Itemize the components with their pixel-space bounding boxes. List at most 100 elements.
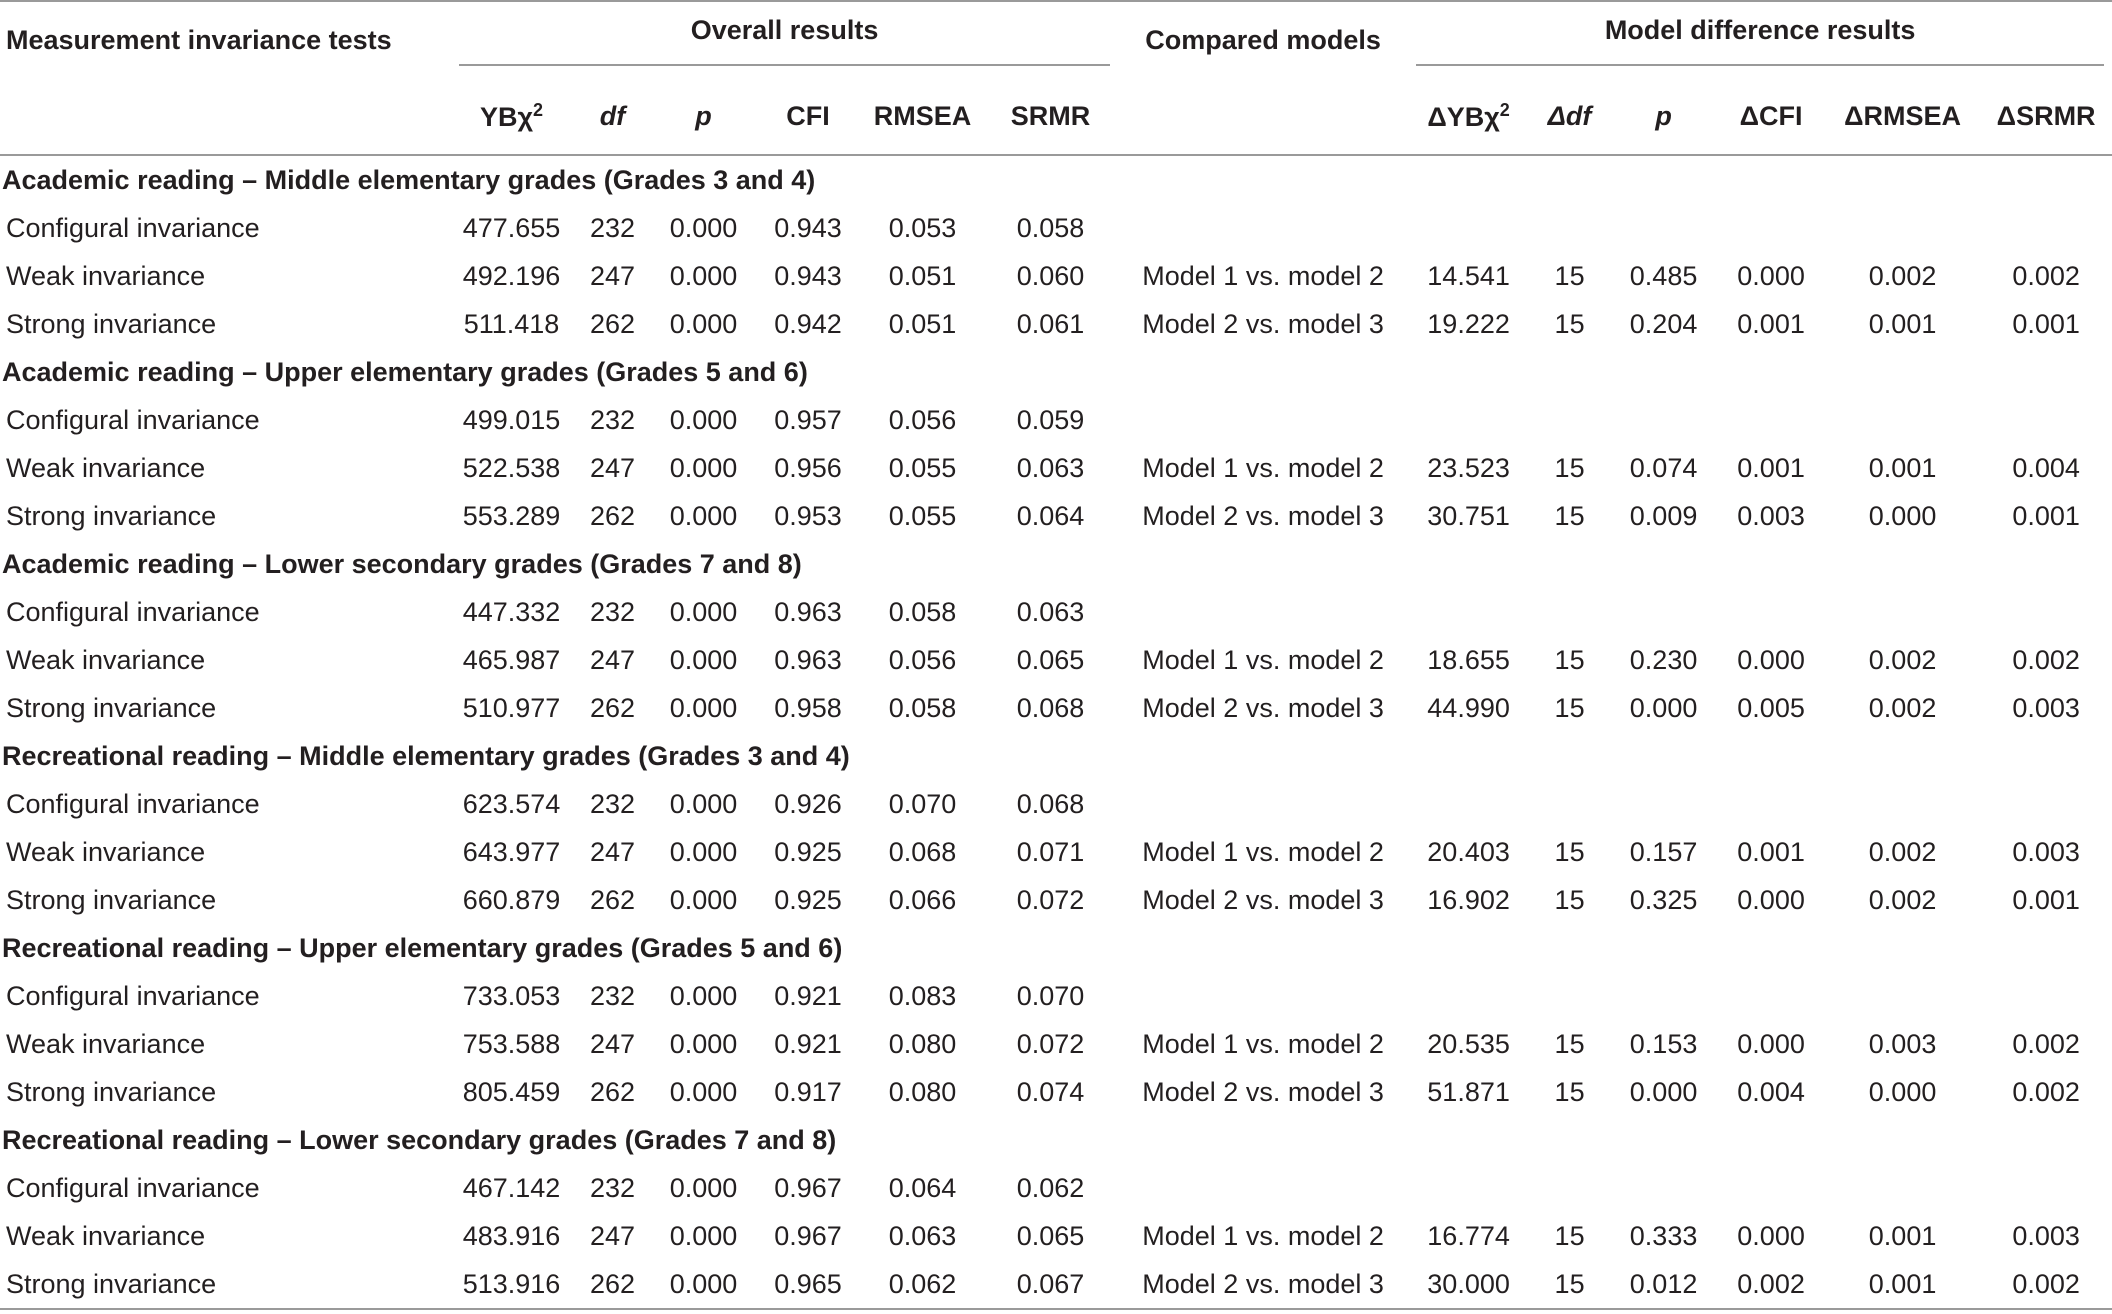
section-title: Recreational reading – Lower secondary g… <box>2 1124 837 1155</box>
cell: 0.001 <box>1868 1220 1937 1251</box>
column-header-text: ΔCFI <box>1739 100 1803 131</box>
cell: 262 <box>589 692 636 723</box>
cell: 20.535 <box>1427 1028 1510 1059</box>
group-header: Overall results <box>451 0 1119 78</box>
cell: 15 <box>1554 1028 1585 1059</box>
compared-models: Model 1 vs. model 2 <box>1142 1028 1384 1059</box>
row-label: Strong invariance <box>0 1260 451 1310</box>
row-label: Strong invariance <box>6 500 217 531</box>
column-header: RMSEA <box>862 78 983 156</box>
data-row: Configural invariance 499.015 232 0.000 0.95… <box>0 396 2112 444</box>
cell: 0.003 <box>2012 1220 2080 1251</box>
cell: 0.157 <box>1629 836 1698 867</box>
cell <box>1529 780 1610 828</box>
column-header-text: CFI <box>786 100 830 131</box>
cell: 0.064 <box>1016 500 1085 531</box>
cell: 44.990 <box>1427 692 1510 723</box>
cell: 483.916 <box>462 1220 561 1251</box>
cell: 0.005 <box>1737 692 1805 723</box>
cell: 0.071 <box>1016 836 1085 867</box>
row-label: Configural invariance <box>6 212 260 243</box>
cell: 0.065 <box>1016 644 1085 675</box>
cell: 0.925 <box>774 884 842 915</box>
data-row: Strong invariance 513.916 262 0.000 0.965 0.0… <box>0 1260 2112 1310</box>
cell <box>1980 396 2112 444</box>
cell: 19.222 <box>1427 308 1510 339</box>
data-row: Configural invariance 623.574 232 0.000 0.92… <box>0 780 2112 828</box>
section-row: Recreational reading – Upper elementary … <box>0 924 2112 972</box>
cell: 0.055 <box>888 452 957 483</box>
column-header: ΔCFI <box>1717 78 1826 156</box>
cell: 0.000 <box>669 212 738 243</box>
column-header-text: p <box>695 100 712 131</box>
cell: 0.956 <box>774 452 842 483</box>
cell: 262 <box>589 884 636 915</box>
cell: 0.000 <box>669 1172 738 1203</box>
cell: 0.000 <box>1737 1220 1805 1251</box>
cell: 0.058 <box>1016 212 1085 243</box>
cell: 0.001 <box>1737 308 1805 339</box>
cell <box>1610 1164 1717 1212</box>
row-label: Weak invariance <box>6 1028 206 1059</box>
cell: 0.063 <box>1016 452 1085 483</box>
cell: 0.002 <box>1980 1260 2112 1310</box>
cell: 0.063 <box>888 1220 957 1251</box>
cell: 15 <box>1554 644 1585 675</box>
row-label: Weak invariance <box>6 644 206 675</box>
data-row: Weak invariance 483.916 247 0.000 0.967 0.063… <box>0 1212 2112 1260</box>
column-header-text: SRMR <box>1010 100 1091 131</box>
cell: 0.002 <box>2012 644 2080 675</box>
cell: 262 <box>572 1260 653 1310</box>
cell: 232 <box>589 1172 636 1203</box>
cell: 0.000 <box>669 1028 738 1059</box>
cell: 0.002 <box>2012 1076 2080 1107</box>
group-header-text: Overall results <box>459 15 1111 66</box>
cell: 15 <box>1554 452 1585 483</box>
compared-models <box>1118 972 1408 1020</box>
column-header: SRMR <box>983 78 1119 156</box>
cell: 0.000 <box>669 836 738 867</box>
cell: 0.061 <box>1016 308 1085 339</box>
cell <box>1717 204 1825 252</box>
cell: 643.977 <box>462 836 561 867</box>
cell: 0.153 <box>1629 1028 1698 1059</box>
cell: 15 <box>1554 836 1585 867</box>
cell: 0.002 <box>2012 1028 2080 1059</box>
cell <box>1980 204 2112 252</box>
cell: 477.655 <box>462 212 561 243</box>
cell <box>1529 972 1610 1020</box>
row-label: Configural invariance <box>6 980 260 1011</box>
cell: 0.967 <box>774 1220 842 1251</box>
cell: 0.074 <box>1016 1076 1085 1107</box>
data-row: Configural invariance 477.655 232 0.000 0.94… <box>0 204 2112 252</box>
row-label: Weak invariance <box>6 1220 206 1251</box>
cell: 0.943 <box>774 260 842 291</box>
data-row: Strong invariance 510.977 262 0.000 0.958 0.0… <box>0 684 2112 732</box>
cell: 0.000 <box>669 884 738 915</box>
data-row: Configural invariance 733.053 232 0.000 0.92… <box>0 972 2112 1020</box>
cell: 247 <box>589 836 636 867</box>
column-header: CFI <box>754 78 862 156</box>
cell: 0.000 <box>1737 260 1805 291</box>
row-label: Strong invariance <box>6 1076 217 1107</box>
cell: 510.977 <box>462 692 561 723</box>
cell: 0.926 <box>774 788 842 819</box>
cell: 0.953 <box>774 500 842 531</box>
cell: 15 <box>1554 884 1585 915</box>
cell: 30.000 <box>1408 1260 1530 1310</box>
cell <box>1717 1164 1825 1212</box>
column-header-text: YBχ <box>479 101 534 132</box>
cell <box>1610 204 1717 252</box>
column-header: df <box>572 78 653 156</box>
cell: 262 <box>589 1076 636 1107</box>
cell: 0.000 <box>669 788 738 819</box>
data-row: Weak invariance 643.977 247 0.000 0.925 0.068… <box>0 828 2112 876</box>
cell: 0.000 <box>669 596 738 627</box>
cell: 0.001 <box>2012 884 2080 915</box>
cell: 0.000 <box>669 452 738 483</box>
data-row: Weak invariance 465.987 247 0.000 0.963 0.056… <box>0 636 2112 684</box>
compared-models: Model 2 vs. model 3 <box>1142 884 1384 915</box>
cell: 0.001 <box>1737 452 1805 483</box>
cell: 0.003 <box>2012 692 2080 723</box>
